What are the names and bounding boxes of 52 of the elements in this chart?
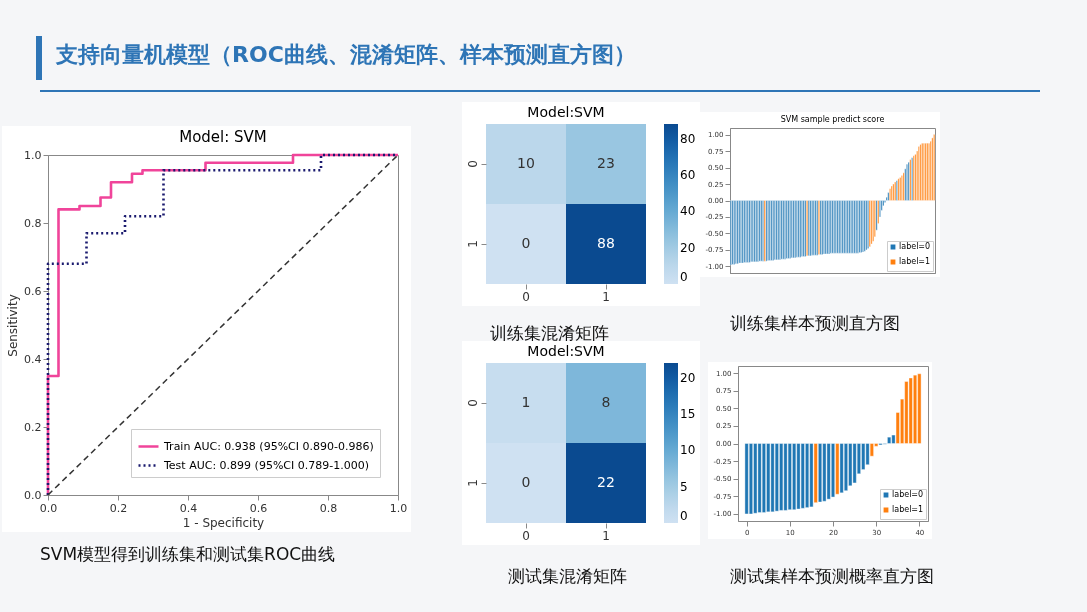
color-bar-label: 5	[680, 479, 688, 494]
chart-title: Model: SVM	[179, 128, 267, 146]
chart-title: Model:SVM	[527, 104, 605, 120]
color-bar-label: 40	[680, 204, 696, 219]
x-tick-label: 1	[602, 528, 610, 543]
text: 测试集混淆矩阵	[508, 565, 627, 588]
color-bar-label: 60	[680, 167, 696, 182]
legend-label: Test AUC: 0.899 (95%CI 0.789-1.000)	[163, 458, 370, 472]
color-bar-label: 80	[680, 131, 696, 146]
legend-label: label=0	[892, 490, 924, 499]
y-tick-label: 0.0	[24, 488, 42, 502]
y-tick-label: 1	[465, 240, 480, 248]
y-tick-label: 1.0	[24, 148, 42, 162]
x-axis-title: 1 - Specificity	[182, 515, 265, 530]
y-tick-label: 1	[465, 479, 480, 487]
x-tick-label: 0	[522, 528, 530, 543]
legend-label: label=1	[899, 257, 931, 266]
y-tick-label: 0.2	[24, 420, 42, 434]
text: SVM模型得到训练集和测试集ROC曲线	[40, 543, 336, 566]
data-label: 88	[597, 235, 615, 251]
legend-label: label=0	[899, 242, 931, 251]
chart-title: SVM sample predict score	[780, 115, 885, 124]
text: 训练集样本预测直方图	[730, 312, 900, 335]
data-label: 22	[597, 474, 615, 490]
text: 测试集样本预测概率直方图	[730, 565, 934, 588]
color-bar-label: 10	[680, 443, 696, 458]
text: 训练集混淆矩阵	[490, 322, 609, 345]
y-tick-label: 0	[465, 160, 480, 168]
legend-label: label=1	[892, 505, 924, 514]
x-tick-label: 0.4	[179, 501, 198, 515]
y-tick-label: 0.4	[24, 352, 42, 366]
text: 支持向量机模型（ROC曲线、混淆矩阵、样本预测直方图）	[56, 41, 636, 69]
color-bar-label: 20	[680, 240, 696, 255]
data-label: 1	[521, 394, 531, 410]
x-tick-label: 0.8	[319, 501, 338, 515]
y-axis-title: Sensitivity	[6, 294, 21, 357]
y-tick-label: 0.8	[24, 216, 42, 230]
x-tick-label: 0.2	[109, 501, 128, 515]
color-bar-label: 0	[680, 270, 688, 284]
x-tick-label: 1.0	[389, 501, 408, 515]
color-bar-label: 15	[680, 406, 696, 421]
color-bar-label: 20	[680, 370, 696, 385]
data-label: 10	[517, 155, 535, 171]
x-tick-label: 0.0	[39, 501, 58, 515]
data-label: 23	[597, 155, 615, 171]
data-label: 0	[521, 474, 531, 490]
data-label: 8	[601, 394, 611, 410]
data-label: 0	[521, 235, 531, 251]
chart-title: Model:SVM	[527, 343, 605, 359]
y-tick-label: 0	[465, 399, 480, 407]
legend-label: Train AUC: 0.938 (95%CI 0.890-0.986)	[163, 439, 374, 453]
x-tick-label: 0.6	[249, 501, 268, 515]
